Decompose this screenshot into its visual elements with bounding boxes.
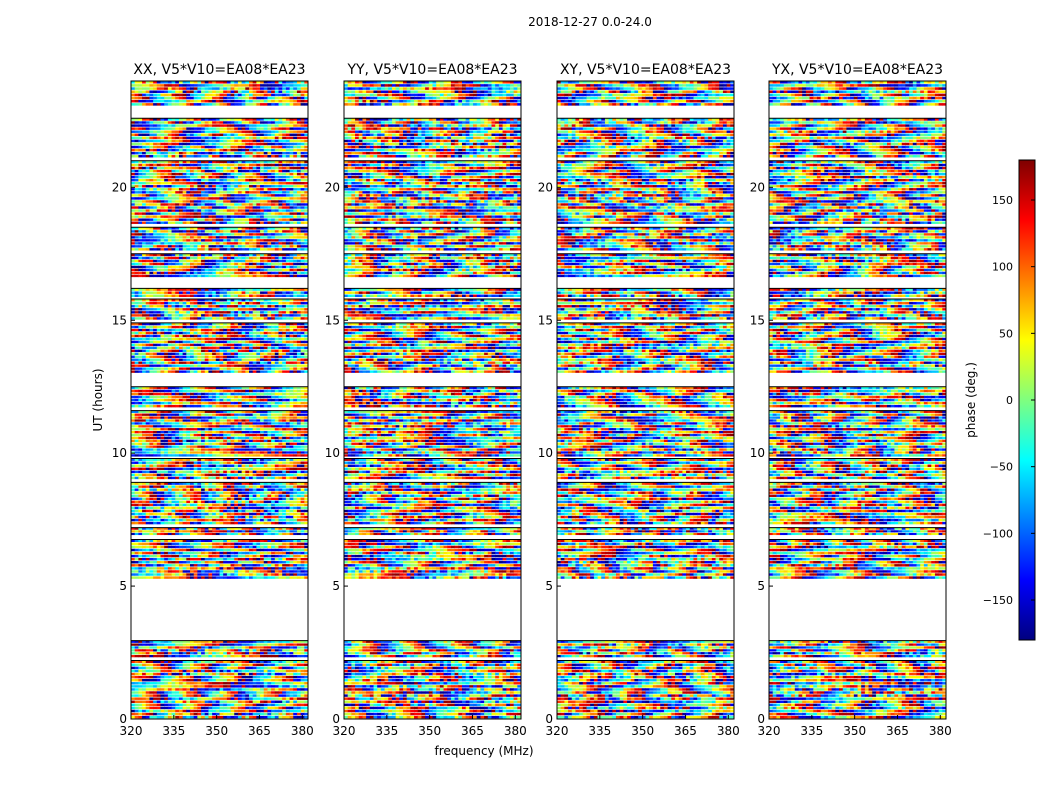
x-tick-label: 335	[375, 724, 398, 738]
colorbar-tick-label: −50	[990, 461, 1013, 474]
phase-image	[131, 80, 309, 719]
panel-1: YY, V5*V10=EA08*EA23 320 335 350 365 380 0 5 10 1…	[325, 62, 527, 738]
y-tick-label: 20	[538, 180, 553, 194]
x-tick-label: 350	[418, 724, 441, 738]
x-tick-label: 320	[758, 724, 781, 738]
y-tick-label: 10	[325, 446, 340, 460]
x-tick-label: 350	[843, 724, 866, 738]
figure-title: 2018-12-27 0.0-24.0	[528, 15, 652, 29]
colorbar-label: phase (deg.)	[964, 362, 978, 438]
x-tick-label: 380	[929, 724, 952, 738]
x-tick-label: 380	[717, 724, 740, 738]
colorbar-tick-label: −150	[983, 594, 1013, 607]
x-tick-label: 365	[886, 724, 909, 738]
y-tick-label: 0	[332, 712, 340, 726]
phase-image	[557, 80, 735, 719]
x-tick-label: 320	[120, 724, 143, 738]
axes-frame	[768, 80, 947, 720]
x-tick-label: 350	[205, 724, 228, 738]
colorbar-tick-label: −100	[983, 527, 1013, 540]
y-axis-label: UT (hours)	[91, 368, 105, 431]
axes-frame	[556, 80, 735, 720]
y-tick-label: 10	[750, 446, 765, 460]
x-axis-label: frequency (MHz)	[434, 744, 533, 758]
x-tick-label: 350	[631, 724, 654, 738]
x-tick-label: 335	[162, 724, 185, 738]
phase-image	[769, 80, 947, 719]
y-tick-label: 15	[112, 313, 127, 327]
x-tick-label: 365	[461, 724, 484, 738]
y-tick-label: 20	[112, 180, 127, 194]
panel-title: YY, V5*V10=EA08*EA23	[346, 62, 517, 78]
panel-title: XY, V5*V10=EA08*EA23	[560, 62, 731, 78]
axes-frame	[343, 80, 522, 720]
y-tick-label: 5	[332, 579, 340, 593]
x-tick-label: 380	[504, 724, 527, 738]
y-tick-label: 5	[119, 579, 127, 593]
x-tick-label: 320	[333, 724, 356, 738]
y-tick-label: 10	[538, 446, 553, 460]
x-tick-label: 365	[674, 724, 697, 738]
colorbar-tick-label: 50	[999, 327, 1013, 340]
y-tick-label: 0	[545, 712, 553, 726]
panel-2: XY, V5*V10=EA08*EA23 320 335 350 365 380 0 5 10 1…	[538, 62, 740, 738]
colorbar: 150 100 50 0 −50 −100 −150	[983, 159, 1036, 641]
panel-title: XX, V5*V10=EA08*EA23	[133, 62, 305, 78]
y-tick-label: 20	[325, 180, 340, 194]
x-tick-label: 365	[248, 724, 271, 738]
y-tick-label: 5	[757, 579, 765, 593]
y-tick-label: 0	[757, 712, 765, 726]
y-tick-label: 5	[545, 579, 553, 593]
y-tick-label: 0	[119, 712, 127, 726]
y-tick-label: 15	[750, 313, 765, 327]
panel-3: YX, V5*V10=EA08*EA23 320 335 350 365 380 0 5 10 1…	[750, 62, 952, 738]
y-tick-label: 15	[538, 313, 553, 327]
y-tick-label: 20	[750, 180, 765, 194]
y-tick-label: 10	[112, 446, 127, 460]
x-tick-label: 335	[588, 724, 611, 738]
axes-frame	[130, 80, 309, 720]
x-tick-label: 335	[800, 724, 823, 738]
panel-0: XX, V5*V10=EA08*EA23 320 335 350 365 380 0 5 10 1…	[112, 62, 314, 738]
panel-title: YX, V5*V10=EA08*EA23	[771, 62, 943, 78]
y-tick-label: 15	[325, 313, 340, 327]
colorbar-tick-label: 150	[992, 194, 1013, 207]
colorbar-tick-label: 0	[1006, 394, 1013, 407]
colorbar-tick-label: 100	[992, 261, 1013, 274]
phase-image	[344, 80, 522, 719]
x-tick-label: 380	[291, 724, 314, 738]
x-tick-label: 320	[546, 724, 569, 738]
